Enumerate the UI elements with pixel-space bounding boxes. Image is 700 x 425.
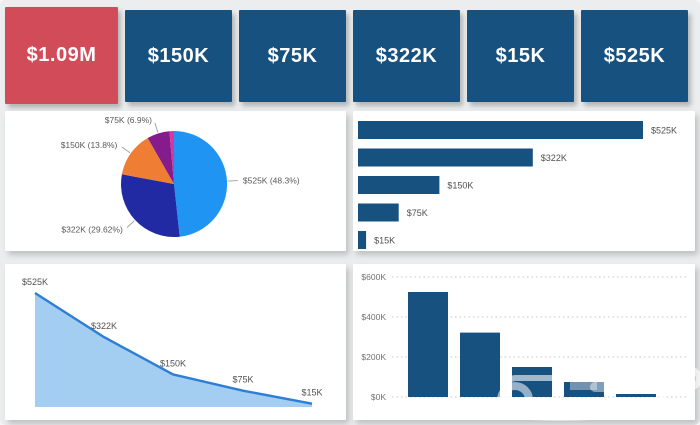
pie-chart[interactable]: $525K (48.3%) $322K (29.62%) $150K (13.8%)… xyxy=(5,111,346,250)
pie-slice-$525K[interactable] xyxy=(174,130,228,237)
pie-slice-$150K[interactable] xyxy=(121,138,174,184)
area-data-label: $75K xyxy=(232,375,253,385)
pie-slice-$75K[interactable] xyxy=(147,131,174,184)
kpi-value: $1.09M xyxy=(26,44,97,66)
hbar-bar-$75K[interactable] xyxy=(358,203,399,222)
kpi-card-row: $1.09M $150K $75K $322K $15K $525K xyxy=(5,7,695,107)
column-chart[interactable]: $0K $200K $400K $600K xyxy=(353,264,695,420)
pie-data-label: $525K (48.3%) xyxy=(243,175,300,185)
pie-slice-$15K[interactable] xyxy=(169,131,174,184)
area-chart[interactable]: $525K $322K $150K $75K $15K xyxy=(5,264,346,420)
kpi-card-15k[interactable]: $15K xyxy=(467,10,574,102)
col-bar-$75K[interactable] xyxy=(564,382,604,397)
hbar-bar-$525K[interactable] xyxy=(358,121,643,139)
area-line[interactable] xyxy=(34,291,313,405)
kpi-card-322k[interactable]: $322K xyxy=(353,10,460,102)
pie-data-label: $322K (29.62%) xyxy=(61,225,123,235)
hbar-data-label: $322K xyxy=(541,153,567,163)
area-data-label: $525K xyxy=(22,277,48,287)
y-tick-label: $0K xyxy=(371,392,386,402)
hbar-data-label: $150K xyxy=(447,181,473,191)
hbar-data-label: $525K xyxy=(651,126,677,136)
hbar-bar-$15K[interactable] xyxy=(358,231,367,249)
pie-leader-line xyxy=(126,220,135,228)
kpi-value: $75K xyxy=(267,44,318,67)
kpi-card-75k[interactable]: $75K xyxy=(239,10,346,102)
pie-data-label: $75K (6.9%) xyxy=(105,115,152,125)
y-tick-label: $200K xyxy=(361,352,386,362)
area-chart-panel[interactable]: $525K $322K $150K $75K $15K xyxy=(5,264,346,420)
col-bar-$15K[interactable] xyxy=(616,394,656,397)
kpi-value: $15K xyxy=(495,44,546,67)
kpi-value: $150K xyxy=(147,44,210,67)
kpi-value: $525K xyxy=(603,44,666,67)
column-chart-panel[interactable]: $0K $200K $400K $600K xyxy=(353,264,695,420)
kpi-value: $322K xyxy=(375,44,438,67)
y-tick-label: $400K xyxy=(361,312,386,322)
pie-leader-line xyxy=(227,180,238,182)
area-data-label: $150K xyxy=(160,358,186,368)
kpi-card-150k[interactable]: $150K xyxy=(125,10,232,102)
pie-leader-line xyxy=(121,146,131,154)
hbar-data-label: $75K xyxy=(407,208,428,218)
hbar-bar-$322K[interactable] xyxy=(358,148,533,167)
horizontal-bar-chart[interactable]: $525K $322K $150K $75K $15K xyxy=(353,111,695,251)
col-bar-$150K[interactable] xyxy=(512,367,552,397)
area-data-label: $15K xyxy=(301,388,322,398)
horizontal-bar-chart-panel[interactable]: $525K $322K $150K $75K $15K xyxy=(353,111,695,251)
pie-slice-$322K[interactable] xyxy=(121,174,180,238)
pie-data-label: $150K (13.8%) xyxy=(61,140,118,150)
area-fill xyxy=(35,293,312,407)
area-data-label: $322K xyxy=(91,321,117,331)
kpi-card-525k[interactable]: $525K xyxy=(581,10,688,102)
hbar-bar-$150K[interactable] xyxy=(358,176,440,194)
col-bar-$322K[interactable] xyxy=(460,332,500,397)
kpi-card-total[interactable]: $1.09M xyxy=(5,7,118,104)
pie-leader-line xyxy=(154,122,159,133)
hbar-data-label: $15K xyxy=(374,236,395,246)
pie-chart-panel[interactable]: $525K (48.3%) $322K (29.62%) $150K (13.8%)… xyxy=(5,111,346,251)
y-tick-label: $600K xyxy=(361,272,386,282)
col-bar-$525K[interactable] xyxy=(408,292,448,397)
